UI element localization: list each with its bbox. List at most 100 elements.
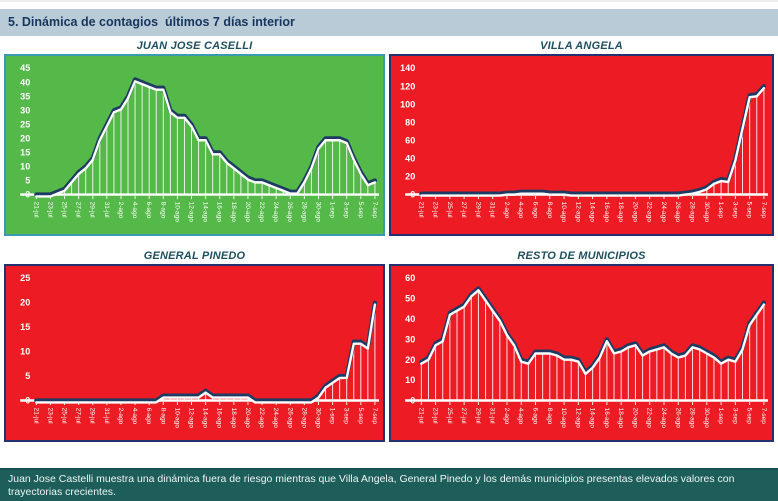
svg-text:30-ago: 30-ago [703, 408, 710, 429]
svg-text:10: 10 [405, 375, 415, 385]
series-line-white [35, 303, 377, 404]
line-chart-resto-de-municipios: 21-jul 23-jul 25-jul 27-jul 29-jul 31-jul 2-ag… [405, 273, 768, 429]
svg-text:20-ago: 20-ago [631, 202, 638, 223]
chart-panel-resto-de-municipios: RESTO DE MUNICIPIOS 21-jul 23-jul 25-jul 27… [389, 236, 774, 442]
svg-text:4-ago: 4-ago [131, 408, 138, 425]
svg-text:40: 40 [405, 314, 415, 324]
svg-text:5-sep: 5-sep [746, 202, 753, 219]
svg-text:100: 100 [400, 99, 415, 109]
svg-text:14-ago: 14-ago [202, 202, 209, 223]
svg-text:25-jul: 25-jul [61, 408, 68, 425]
svg-text:0: 0 [25, 190, 30, 200]
svg-text:25: 25 [20, 273, 30, 283]
chart-title-resto-de-municipios: RESTO DE MUNICIPIOS [517, 250, 646, 262]
svg-text:31-jul: 31-jul [489, 202, 496, 219]
svg-text:6-ago: 6-ago [531, 202, 538, 219]
chart-title-villa-angela: VILLA ANGELA [540, 40, 623, 52]
svg-text:21-jul: 21-jul [417, 408, 424, 425]
chart-plot-area: 21-jul 23-jul 25-jul 27-jul 29-jul 31-jul 2-ag… [389, 54, 774, 236]
svg-text:26-ago: 26-ago [674, 408, 681, 429]
svg-text:23-jul: 23-jul [432, 202, 439, 219]
svg-text:35: 35 [20, 91, 30, 101]
svg-text:14-ago: 14-ago [202, 408, 209, 429]
svg-text:60: 60 [405, 135, 415, 145]
chart-panel-villa-angela: VILLA ANGELA 21-jul 23-jul 25-jul 27-jul 29-… [389, 36, 774, 236]
svg-text:18-ago: 18-ago [617, 202, 624, 223]
svg-text:18-ago: 18-ago [230, 408, 237, 429]
footer-note: Juan Jose Castelli muestra una dinámica … [0, 468, 778, 501]
svg-text:3-sep: 3-sep [343, 202, 350, 219]
svg-text:12-ago: 12-ago [187, 408, 194, 429]
svg-text:3-sep: 3-sep [343, 408, 350, 425]
svg-text:26-ago: 26-ago [674, 202, 681, 223]
svg-text:20: 20 [20, 133, 30, 143]
svg-text:5: 5 [25, 176, 30, 186]
svg-text:0: 0 [410, 190, 415, 200]
svg-text:8-ago: 8-ago [546, 202, 553, 219]
svg-text:22-ago: 22-ago [258, 408, 265, 429]
svg-text:5-sep: 5-sep [746, 408, 753, 425]
svg-text:10-ago: 10-ago [173, 202, 180, 223]
svg-text:12-ago: 12-ago [187, 202, 194, 223]
svg-text:20: 20 [405, 172, 415, 182]
svg-text:27-jul: 27-jul [75, 202, 82, 219]
svg-text:120: 120 [400, 81, 415, 91]
series-line-dark [419, 286, 767, 375]
svg-text:8-ago: 8-ago [159, 202, 166, 219]
svg-text:5-sep: 5-sep [357, 202, 364, 219]
svg-text:3-sep: 3-sep [731, 408, 738, 425]
svg-text:21-jul: 21-jul [32, 408, 39, 425]
svg-text:21-jul: 21-jul [32, 202, 39, 219]
x-axis-labels: 21-jul 23-jul 25-jul 27-jul 29-jul 31-jul 2-ag… [417, 408, 767, 429]
svg-text:16-ago: 16-ago [216, 202, 223, 223]
svg-text:18-ago: 18-ago [617, 408, 624, 429]
svg-text:26-ago: 26-ago [286, 202, 293, 223]
svg-text:30-ago: 30-ago [703, 202, 710, 223]
x-axis-ticks [420, 402, 765, 406]
chart-panel-general-pinedo: GENERAL PINEDO 21-jul 23-jul 25-jul 27-jul 2… [4, 236, 385, 442]
svg-text:25-jul: 25-jul [446, 408, 453, 425]
svg-text:27-jul: 27-jul [460, 408, 467, 425]
svg-text:50: 50 [405, 294, 415, 304]
svg-text:29-jul: 29-jul [474, 408, 481, 425]
x-axis-labels: 21-jul 23-jul 25-jul 27-jul 29-jul 31-jul 2-ag… [417, 202, 767, 223]
svg-text:27-jul: 27-jul [75, 408, 82, 425]
svg-text:2-ago: 2-ago [117, 408, 124, 425]
svg-text:16-ago: 16-ago [603, 202, 610, 223]
svg-text:31-jul: 31-jul [103, 202, 110, 219]
svg-text:7-sep: 7-sep [371, 202, 378, 219]
svg-text:28-ago: 28-ago [300, 202, 307, 223]
svg-text:5: 5 [25, 371, 30, 381]
page-title: 5. Dinámica de contagios últimos 7 días … [0, 9, 778, 36]
svg-text:7-sep: 7-sep [760, 408, 767, 425]
y-axis-labels: 0 5 10 15 20 25 30 35 40 45 [20, 63, 30, 199]
svg-text:15: 15 [20, 147, 30, 157]
svg-text:7-sep: 7-sep [760, 202, 767, 219]
svg-text:2-ago: 2-ago [503, 408, 510, 425]
svg-text:16-ago: 16-ago [216, 408, 223, 429]
svg-text:60: 60 [405, 273, 415, 283]
svg-text:16-ago: 16-ago [603, 408, 610, 429]
svg-text:30-ago: 30-ago [314, 408, 321, 429]
series-line-white [420, 86, 766, 197]
svg-text:12-ago: 12-ago [574, 408, 581, 429]
svg-text:15: 15 [20, 322, 30, 332]
svg-text:7-sep: 7-sep [371, 408, 378, 425]
svg-text:45: 45 [20, 63, 30, 73]
svg-text:25: 25 [20, 119, 30, 129]
chart-plot-area: 21-jul 23-jul 25-jul 27-jul 29-jul 31-jul 2-ag… [4, 54, 385, 236]
svg-text:30: 30 [20, 105, 30, 115]
drop-lines [162, 303, 376, 401]
svg-text:21-jul: 21-jul [417, 202, 424, 219]
chart-plot-area: 21-jul 23-jul 25-jul 27-jul 29-jul 31-jul 2-ag… [4, 264, 385, 442]
series-line-white [35, 80, 377, 198]
svg-text:14-ago: 14-ago [589, 202, 596, 223]
svg-text:22-ago: 22-ago [258, 202, 265, 223]
svg-text:20-ago: 20-ago [244, 202, 251, 223]
drop-lines [420, 289, 765, 401]
svg-text:8-ago: 8-ago [159, 408, 166, 425]
svg-text:12-ago: 12-ago [574, 202, 581, 223]
svg-text:2-ago: 2-ago [503, 202, 510, 219]
line-chart-general-pinedo: 21-jul 23-jul 25-jul 27-jul 29-jul 31-jul 2-ag… [20, 273, 379, 429]
svg-text:1-sep: 1-sep [717, 408, 724, 425]
